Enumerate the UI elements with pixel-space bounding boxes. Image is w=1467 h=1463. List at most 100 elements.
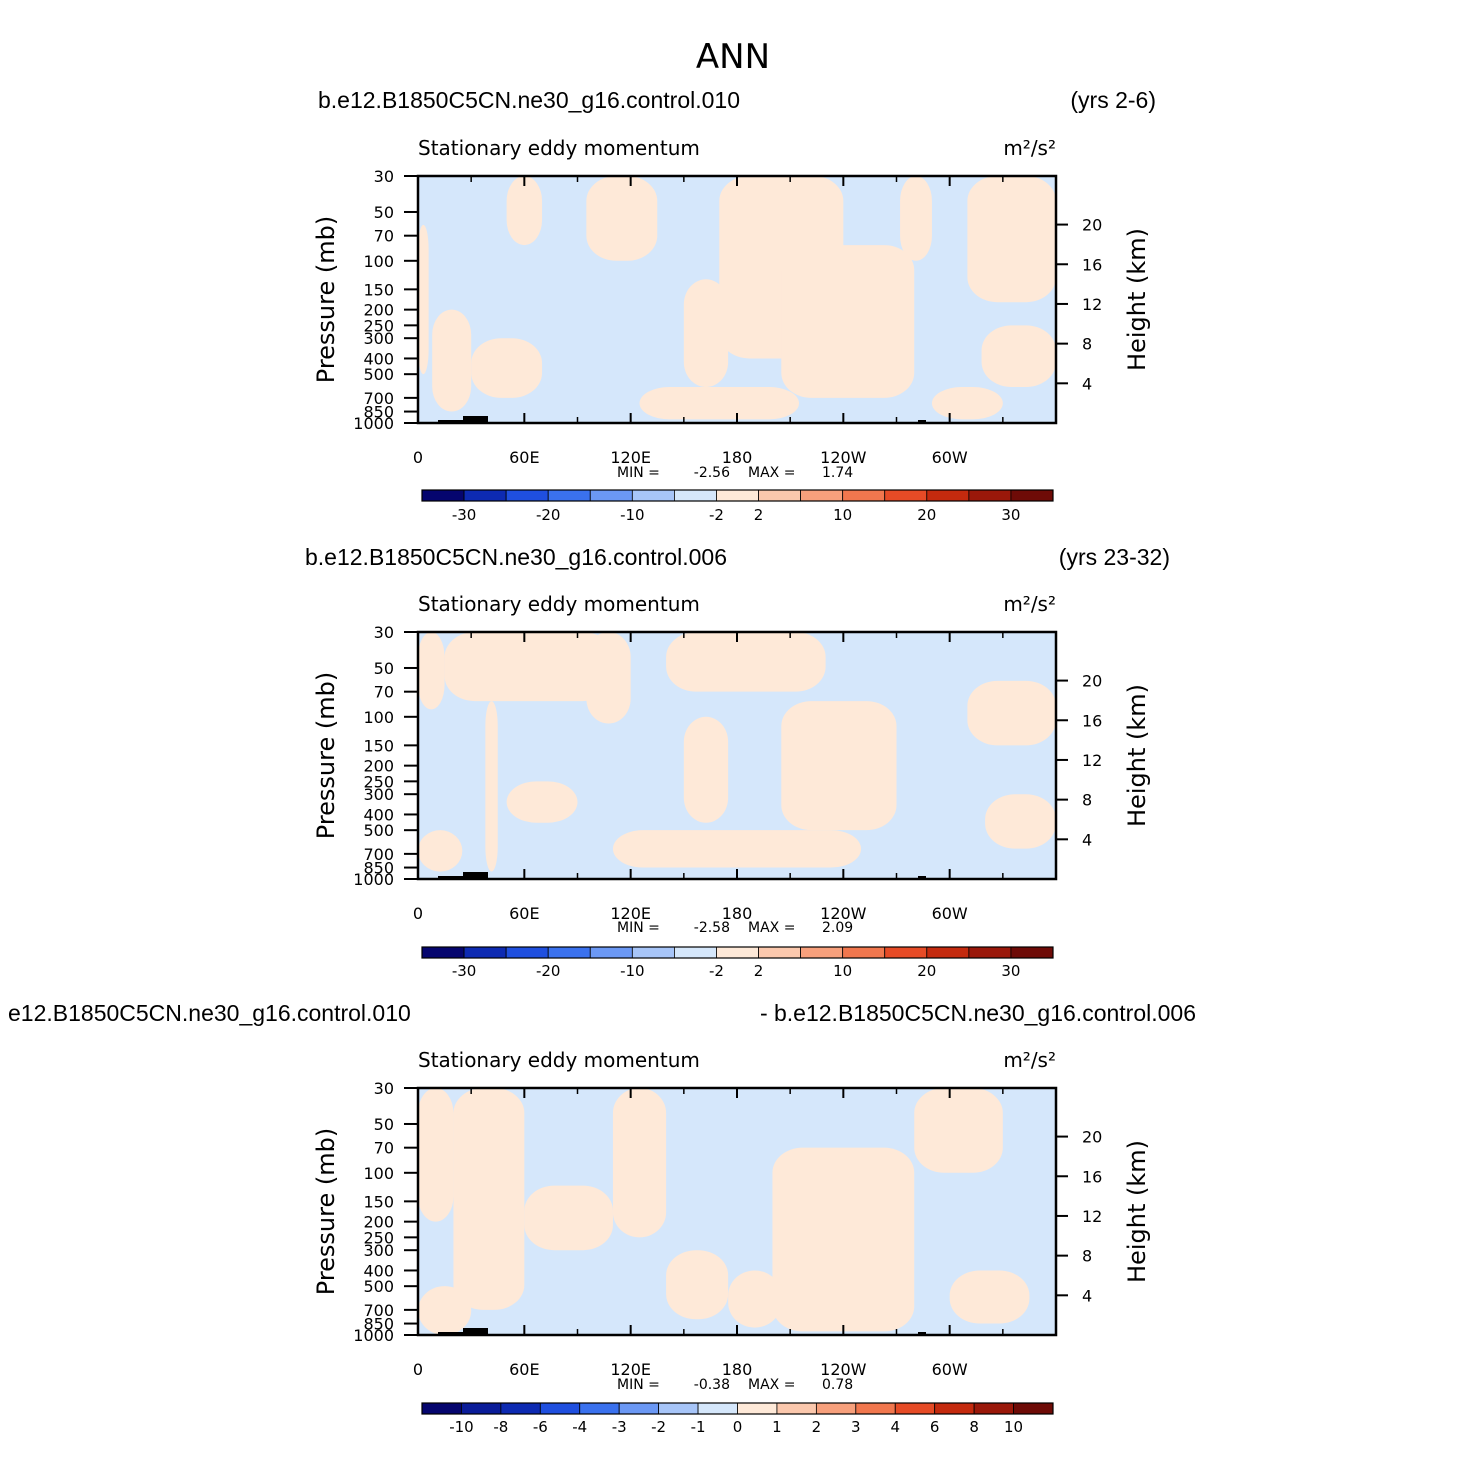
colorbar-swatch — [421, 489, 465, 502]
colorbar-swatch — [463, 489, 507, 502]
y2-tick-label: 16 — [1082, 711, 1102, 730]
y-tick-label: 700 — [363, 389, 394, 408]
y2-tick-label: 8 — [1082, 791, 1092, 810]
positive-region — [985, 794, 1056, 849]
panel-control-010: b.e12.B1850C5CN.ne30_g16.control.010 (yrs… — [312, 87, 1156, 524]
y2-tick-label: 8 — [1082, 335, 1092, 354]
y-tick-label: 200 — [363, 1213, 394, 1232]
colorbar-label: -30 — [452, 962, 477, 980]
colorbar-swatch — [776, 1402, 817, 1415]
y2-tick-label: 4 — [1082, 1286, 1092, 1305]
colorbar-swatch — [815, 1402, 857, 1415]
units: m²/s² — [1003, 136, 1056, 160]
positive-region — [418, 632, 445, 710]
y-tick-label: 250 — [363, 772, 394, 791]
positive-region — [418, 1088, 454, 1222]
positive-region — [781, 245, 915, 398]
positive-region — [728, 1270, 782, 1328]
topography-mark — [463, 416, 488, 423]
x-tick-label: 60E — [509, 904, 539, 923]
colorbar-swatch — [884, 489, 928, 502]
y-tick-label: 300 — [363, 1241, 394, 1260]
positive-region — [781, 701, 897, 831]
panel-difference: e12.B1850C5CN.ne30_g16.control.010 - b.e1… — [8, 1000, 1196, 1436]
positive-region — [444, 632, 613, 702]
colorbar-label: -20 — [536, 506, 561, 524]
y2-axis-label: Height (km) — [1123, 684, 1151, 827]
x-tick-label: 0 — [413, 448, 423, 467]
colorbar-swatch — [589, 489, 633, 502]
y2-ticks: 20 16 12 8 4 — [1056, 672, 1102, 849]
colorbar-label: 2 — [754, 962, 764, 980]
case-title-right: (yrs 2-6) — [1070, 87, 1156, 113]
x-tick-label: 120E — [610, 448, 651, 467]
min-label: MIN = — [617, 1377, 660, 1393]
y-tick-label: 1000 — [353, 1326, 394, 1345]
colorbar-label: 30 — [1001, 962, 1020, 980]
y-tick-label: 70 — [374, 227, 394, 246]
positive-region — [524, 1185, 613, 1251]
colorbar-swatch — [926, 489, 970, 502]
units: m²/s² — [1003, 1048, 1056, 1072]
max-label: MAX = — [748, 1377, 795, 1393]
colorbar-swatch — [618, 1402, 660, 1415]
colorbar-label: 30 — [1001, 506, 1020, 524]
y-tick-label: 150 — [363, 736, 394, 755]
colorbar-label: -10 — [620, 506, 645, 524]
x-tick-label: 180 — [722, 904, 753, 923]
y2-ticks: 20 16 12 8 4 — [1056, 1128, 1102, 1305]
min-label: MIN = — [617, 465, 660, 481]
positive-region — [639, 387, 800, 420]
y2-tick-label: 16 — [1082, 255, 1102, 274]
colorbar-swatch — [461, 1402, 502, 1415]
topography — [438, 1328, 926, 1335]
x-tick-label: 60E — [509, 1360, 539, 1379]
max-value: 2.09 — [822, 920, 853, 936]
topography-mark — [438, 876, 463, 879]
y2-tick-label: 4 — [1082, 374, 1092, 393]
y-tick-label: 100 — [363, 252, 394, 271]
y2-tick-label: 12 — [1082, 295, 1102, 314]
case-title-left: b.e12.B1850C5CN.ne30_g16.control.010 — [318, 87, 740, 113]
colorbar-swatch — [674, 489, 717, 502]
colorbar-swatch — [589, 946, 633, 959]
colorbar-label: 4 — [890, 1418, 900, 1436]
colorbar-label: 2 — [754, 506, 764, 524]
colorbar-swatch — [884, 946, 928, 959]
topography — [438, 872, 926, 879]
colorbar-swatch — [1010, 946, 1054, 959]
x-tick-label: 60E — [509, 448, 539, 467]
colorbar-swatch — [716, 489, 759, 502]
colorbar-label: -4 — [572, 1418, 587, 1436]
colorbar-swatch — [968, 489, 1012, 502]
x-tick-label: 0 — [413, 904, 423, 923]
x-tick-label: 60W — [932, 1360, 968, 1379]
colorbar-swatch — [631, 946, 675, 959]
x-tick-label: 120W — [820, 448, 867, 467]
colorbar-label: 0 — [733, 1418, 743, 1436]
y-tick-label: 50 — [374, 203, 394, 222]
colorbar-swatch — [894, 1402, 936, 1415]
contour-field — [418, 1088, 1056, 1335]
colorbar-swatch — [505, 946, 549, 959]
min-value: -2.56 — [694, 465, 730, 481]
y2-tick-label: 16 — [1082, 1167, 1102, 1186]
positive-region — [900, 176, 932, 261]
positive-region — [612, 1088, 667, 1238]
y2-tick-label: 20 — [1082, 1128, 1102, 1147]
colorbar: -30 -20 -10 -2 2 10 20 30 — [421, 489, 1054, 524]
colorbar-swatch — [1013, 1402, 1054, 1415]
positive-region — [586, 632, 631, 724]
x-tick-label: 120E — [610, 904, 651, 923]
y2-tick-label: 12 — [1082, 751, 1102, 770]
y-tick-label: 400 — [363, 1261, 394, 1280]
x-tick-label: 180 — [722, 1360, 753, 1379]
topography-mark — [463, 872, 488, 879]
y-axis-label: Pressure (mb) — [312, 672, 340, 839]
colorbar-frame — [421, 1402, 1054, 1415]
colorbar-swatch — [463, 946, 507, 959]
colorbar-label: -6 — [533, 1418, 548, 1436]
y-axis-label: Pressure (mb) — [312, 216, 340, 383]
y-tick-label: 1000 — [353, 414, 394, 433]
colorbar-swatch — [579, 1402, 620, 1415]
